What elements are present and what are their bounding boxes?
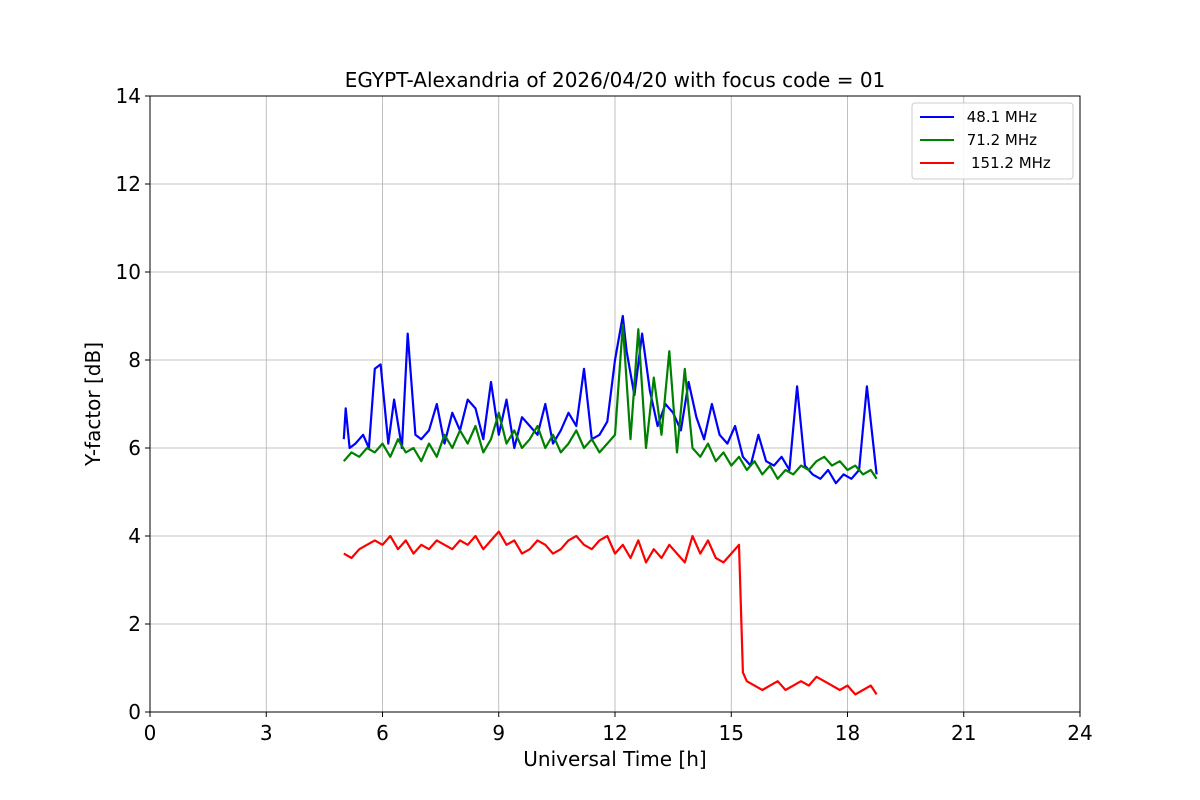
x-tick-label: 0 xyxy=(144,721,157,745)
series-line-151-2-mhz xyxy=(343,530,878,696)
legend: 48.1 MHz 71.2 MHz 151.2 MHz xyxy=(911,102,1074,180)
y-tick-label: 2 xyxy=(128,612,141,636)
x-tick-label: 9 xyxy=(492,721,505,745)
y-tick-label: 12 xyxy=(116,172,141,196)
legend-label-48-1-mhz: 48.1 MHz xyxy=(962,108,1037,126)
x-tick-label: 24 xyxy=(1067,721,1092,745)
legend-label-71-2-mhz: 71.2 MHz xyxy=(962,131,1037,149)
y-axis-label: Y-factor [dB] xyxy=(81,342,105,467)
x-tick-label: 12 xyxy=(602,721,627,745)
x-tick-label: 6 xyxy=(376,721,389,745)
y-tick-label: 4 xyxy=(128,524,141,548)
chart-title: EGYPT-Alexandria of 2026/04/20 with focu… xyxy=(345,68,886,92)
series-line-71-2-mhz xyxy=(342,323,878,480)
y-tick-label: 10 xyxy=(116,260,141,284)
legend-label-151-2-mhz: 151.2 MHz xyxy=(971,154,1051,172)
x-axis-label: Universal Time [h] xyxy=(523,747,706,771)
y-tick-label: 0 xyxy=(128,700,141,724)
y-tick-label: 14 xyxy=(116,84,141,108)
x-tick-label: 15 xyxy=(719,721,744,745)
legend-box xyxy=(911,102,1074,180)
y-tick-label: 8 xyxy=(128,348,141,372)
y-tick-label: 6 xyxy=(128,436,141,460)
series-lines xyxy=(342,314,878,696)
series-line-48-1-mhz xyxy=(342,314,878,485)
x-tick-label: 3 xyxy=(260,721,273,745)
x-tick-label: 21 xyxy=(951,721,976,745)
x-tick-label: 18 xyxy=(835,721,860,745)
